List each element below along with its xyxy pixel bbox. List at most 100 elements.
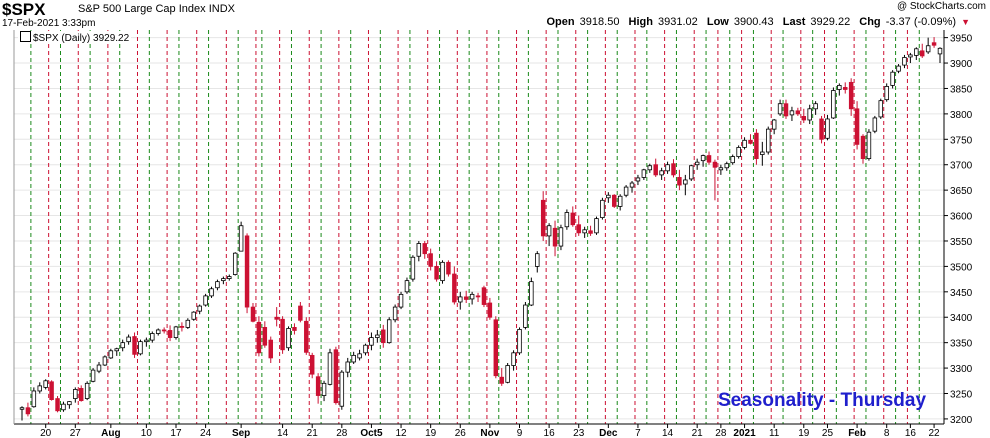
candle-body [309,354,315,375]
x-tick-label: Dec [599,428,618,438]
y-tick-label: 3550 [950,237,973,248]
candle-body [108,350,114,359]
y-tick-label: 3300 [950,364,973,375]
candle-body [345,361,350,373]
x-tick-label: 10 [141,428,153,438]
x-tick-label: 2021 [733,428,756,438]
candle-body [292,327,297,331]
candle-body [298,305,303,321]
x-tick-label: 19 [425,428,437,438]
y-tick-label: 3750 [950,135,973,146]
candle-body [481,287,487,305]
candle-body [487,302,493,318]
high-value: 3931.02 [658,16,698,28]
chart-legend: $SPX (Daily) 3929.22 [18,31,132,44]
x-tick-label: Nov [480,428,499,438]
candle-body [499,376,504,384]
x-axis-ticks: 20 27 Aug 10 17 24 Sep 14 21 28 Oct5 12 19 26 Nov 9 16 23… [40,424,940,438]
candle-body [286,328,291,349]
candle-body [529,281,534,306]
candle-body [132,336,137,355]
watermark-logo: @ StockCharts.com [896,1,986,12]
candle-body [919,50,925,57]
candle-body [197,305,202,312]
candle-body [203,295,208,306]
candle-body [635,177,641,182]
candle-body [96,364,102,372]
candle-body [777,103,783,115]
candle-body [712,161,718,168]
candle-body [262,327,268,346]
candle-body [386,319,392,344]
candle-body [890,71,895,86]
candle-body [925,45,931,53]
legend-swatch-icon [20,31,31,42]
x-tick-label: Aug [101,428,120,438]
candle-body [452,273,457,303]
x-tick-label: 19 [798,428,810,438]
legend-label: $SPX (Daily) 3929.22 [33,33,130,44]
candle-body [848,81,854,110]
last-value: 3929.22 [810,16,851,28]
y-tick-label: 3400 [950,313,973,324]
candle-body [84,382,90,399]
x-tick-label: 27 [70,428,82,438]
x-tick-label: 7 [635,428,641,438]
candle-body [647,165,653,171]
candle-body [629,182,635,188]
candle-body [304,320,309,353]
candle-body [150,333,155,341]
candle-body [736,147,741,157]
y-tick-label: 3600 [950,212,973,223]
candle-body [215,281,220,289]
candle-body [724,163,730,169]
candle-body [694,161,700,166]
candle-body [558,227,564,247]
candle-body [280,318,285,351]
candle-body [78,388,84,402]
candle-body [31,390,37,408]
candles [19,37,943,421]
candle-body [315,376,321,396]
candle-body [831,90,836,119]
x-tick-label: 8 [884,428,890,438]
candle-body [872,117,878,132]
x-tick-label: 14 [662,428,674,438]
candle-body [641,169,647,178]
y-tick-label: 3250 [950,389,973,400]
candle-body [896,65,901,72]
exchange-label: INDX [208,3,235,15]
candle-body [274,316,279,320]
x-tick-label: 26 [455,428,467,438]
candle-body [612,194,617,207]
candle-body [55,398,60,412]
x-tick-label: 20 [40,428,52,438]
y-tick-label: 3450 [950,288,973,299]
candle-body [795,110,801,115]
candle-body [43,380,48,388]
security-name: S&P 500 Large Cap Index INDX [78,3,235,15]
candle-body [789,110,795,116]
candle-body [404,280,410,293]
candle-body [333,349,339,404]
candle-body [689,165,694,180]
candle-body [552,227,558,247]
candle-body [540,199,546,237]
candle-body [327,352,333,385]
candle-body [742,139,747,148]
x-tick-label: 12 [395,428,407,438]
candle-body [191,311,196,320]
candle-body [114,348,119,352]
candle-body [665,164,670,172]
candle-body [908,54,913,58]
x-tick-label: 28 [336,428,348,438]
y-tick-label: 3700 [950,161,973,172]
candle-body [523,304,528,328]
y-axis-ticks: 3200 3250 3300 3350 3400 3450 3500 3550 3600 3650… [944,34,973,426]
x-tick-label: Oct5 [360,428,383,438]
candle-body [232,252,238,275]
candle-body [594,218,599,234]
candle-body [505,365,510,383]
candle-body [535,253,540,267]
